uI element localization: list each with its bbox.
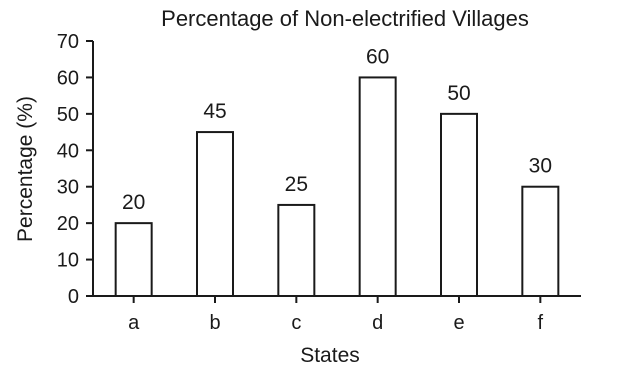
data-label-c: 25 bbox=[285, 173, 308, 196]
x-tick-label-b: b bbox=[209, 312, 220, 334]
chart-title: Percentage of Non-electrified Villages bbox=[161, 6, 529, 31]
bar-f bbox=[521, 185, 560, 297]
y-axis-ticks: 0 10 20 30 40 50 60 70 bbox=[57, 31, 93, 308]
x-axis-ticks: a b c d e f bbox=[128, 296, 544, 334]
y-tick-label: 50 bbox=[57, 104, 79, 126]
data-label-a: 20 bbox=[122, 191, 145, 214]
y-tick-label: 30 bbox=[57, 177, 79, 199]
y-tick-label: 10 bbox=[57, 250, 79, 272]
y-axis-label: Percentage (%) bbox=[14, 96, 37, 242]
bar-c bbox=[277, 203, 316, 297]
bar-a bbox=[114, 222, 153, 297]
x-tick-label-a: a bbox=[128, 312, 140, 334]
data-label-d: 60 bbox=[366, 45, 389, 68]
x-tick-label-c: c bbox=[291, 312, 301, 334]
bars bbox=[114, 76, 560, 297]
y-tick-label: 40 bbox=[57, 140, 79, 162]
data-labels: 20 45 25 60 50 30 bbox=[122, 45, 552, 214]
x-tick-label-e: e bbox=[453, 312, 464, 334]
bar-e bbox=[440, 112, 478, 297]
data-label-f: 30 bbox=[529, 155, 552, 178]
y-tick-label: 70 bbox=[57, 31, 79, 53]
y-tick-label: 20 bbox=[57, 213, 79, 235]
y-tick-label: 60 bbox=[57, 67, 79, 89]
data-label-b: 45 bbox=[203, 100, 226, 123]
x-tick-label-f: f bbox=[538, 312, 544, 334]
bar-b bbox=[196, 131, 234, 297]
y-tick-label: 0 bbox=[68, 286, 79, 308]
data-label-e: 50 bbox=[447, 82, 470, 105]
x-axis-label: States bbox=[300, 344, 360, 367]
x-tick-label-d: d bbox=[372, 312, 383, 334]
bar-d bbox=[358, 76, 397, 297]
